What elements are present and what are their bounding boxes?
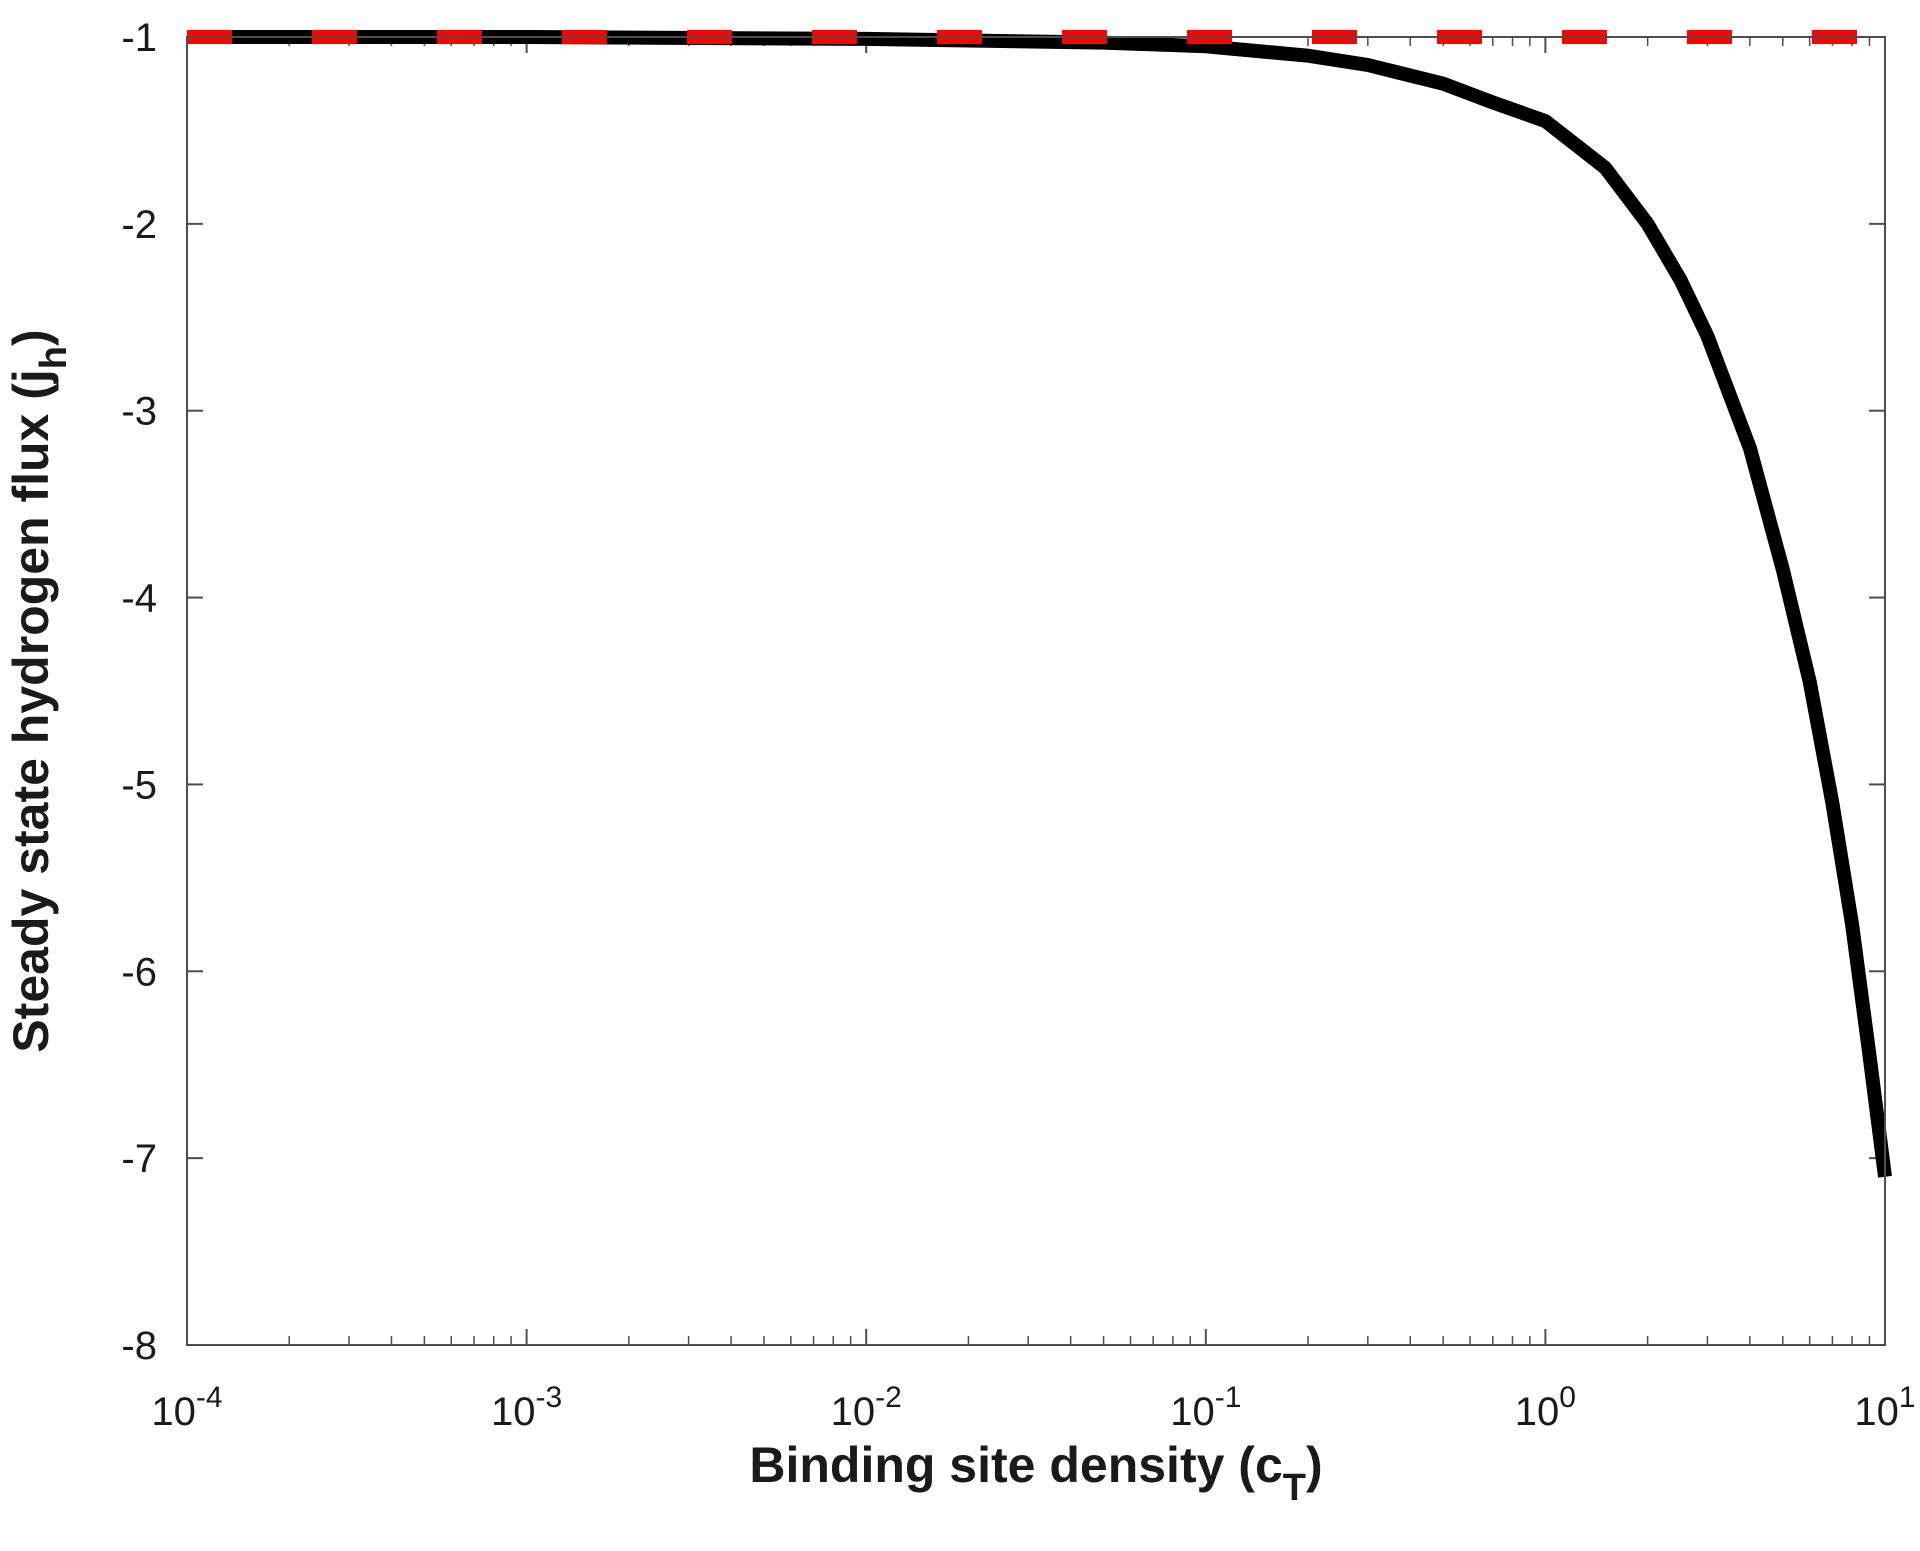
x-tick-label-base: 10 (831, 1390, 876, 1434)
y-tick-label: -3 (121, 390, 157, 434)
y-tick-label: -6 (121, 950, 157, 994)
x-tick-label-base: 10 (151, 1390, 196, 1434)
y-tick-label: -7 (121, 1137, 157, 1181)
series-layer (187, 30, 1892, 1178)
x-tick-label: 10-2 (831, 1381, 902, 1434)
y-tick-label: -2 (121, 203, 157, 247)
y-tick-label: -1 (121, 16, 157, 60)
x-axis-title-suffix: ) (1306, 1437, 1323, 1493)
x-tick-label-exponent: 1 (1899, 1381, 1916, 1414)
x-tick-label-base: 10 (1854, 1390, 1899, 1434)
x-tick-label-exponent: -4 (196, 1381, 223, 1414)
x-axis-title-subscript: T (1283, 1467, 1306, 1509)
y-axis-title-subscript: h (33, 346, 75, 369)
axis-ticks (186, 36, 1886, 1346)
y-tick-label: -4 (121, 577, 157, 621)
x-tick-label: 100 (1515, 1381, 1576, 1434)
x-tick-label-base: 10 (1515, 1390, 1560, 1434)
tick-labels: 10-4 10-3 10-2 10-1 100 101-1-2-3-4-5-6-7-8 (121, 16, 1915, 1434)
y-tick-label: -5 (121, 763, 157, 807)
x-tick-label-base: 10 (1170, 1390, 1215, 1434)
y-axis-title-text: Steady state hydrogen flux (j (3, 369, 59, 1052)
x-tick-label-exponent: -2 (875, 1381, 902, 1414)
x-tick-label-exponent: -1 (1215, 1381, 1242, 1414)
x-axis-title-text: Binding site density (c (749, 1437, 1282, 1493)
x-tick-label: 10-4 (151, 1381, 222, 1434)
y-axis-title-suffix: ) (3, 329, 59, 346)
x-axis-title: Binding site density (cT) (749, 1437, 1322, 1509)
x-tick-label-exponent: 0 (1559, 1381, 1576, 1414)
x-tick-label: 10-3 (491, 1381, 562, 1434)
y-axis-title: Steady state hydrogen flux (jh) (3, 329, 75, 1052)
plot-frame (186, 36, 1886, 1346)
flux-curve-line (187, 30, 1892, 1178)
x-tick-label: 101 (1854, 1381, 1915, 1434)
x-tick-label-exponent: -3 (536, 1381, 563, 1414)
y-tick-label: -8 (121, 1324, 157, 1368)
x-tick-label: 10-1 (1170, 1381, 1241, 1434)
x-tick-label-base: 10 (491, 1390, 536, 1434)
